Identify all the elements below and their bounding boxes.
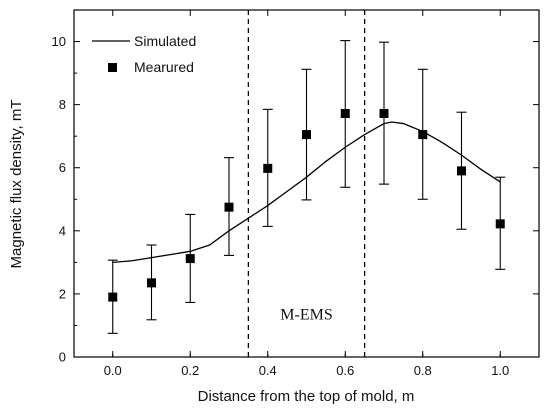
x-tick-label: 0.0 [104,363,122,378]
x-tick-label: 0.8 [414,363,432,378]
x-tick-label: 0.2 [181,363,199,378]
simulated-series [112,121,501,264]
measured-point [224,202,234,212]
y-tick-label: 2 [59,286,66,301]
region-annotation: M-EMS [280,306,332,323]
annotations: M-EMS [280,306,332,323]
y-tick-label: 4 [59,223,66,238]
measured-point [457,166,466,176]
y-tick-label: 8 [59,97,66,112]
region-lines [247,10,366,357]
plot-frame [73,9,540,358]
ticks: 0.0 0.2 0.4 0.6 0.8 1.0 0 2 4 6 8 10 [52,10,539,378]
y-tick-label: 0 [59,350,66,365]
measured-point [418,130,428,140]
measured-series [107,40,506,334]
x-tick-label: 0.6 [336,363,354,378]
measured-point [263,163,273,173]
y-tick-label: 10 [52,34,66,49]
y-axis-label: Magnetic flux density, mT [8,100,25,269]
simulated-line [112,121,501,264]
legend: Simulated Mearured [92,33,196,75]
measured-point [108,292,118,302]
x-tick-label: 0.4 [259,363,277,378]
measured-point [302,130,311,140]
x-tick-label: 1.0 [491,363,509,378]
y-tick-label: 6 [59,160,66,175]
measured-point [147,278,156,288]
legend-label-simulated: Simulated [134,33,196,49]
measured-point [340,108,350,118]
measured-point [495,219,505,229]
measured-point [379,108,389,118]
legend-label-measured: Mearured [134,59,194,75]
x-axis-label: Distance from the top of mold, m [198,388,415,405]
legend-square-swatch [108,63,117,72]
measured-point [185,254,195,264]
